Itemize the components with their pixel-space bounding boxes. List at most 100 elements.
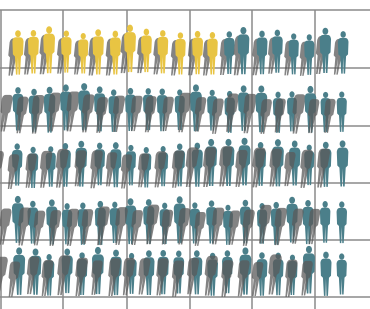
head bbox=[306, 246, 312, 253]
head bbox=[241, 85, 247, 92]
head bbox=[307, 34, 312, 40]
head bbox=[113, 142, 119, 149]
head bbox=[64, 30, 69, 37]
head bbox=[289, 197, 295, 204]
head bbox=[30, 201, 35, 208]
head bbox=[64, 203, 69, 209]
head bbox=[275, 92, 280, 98]
body bbox=[337, 208, 347, 243]
head bbox=[322, 28, 328, 35]
head bbox=[47, 87, 53, 94]
head bbox=[113, 250, 119, 257]
shadow bbox=[218, 260, 234, 297]
head bbox=[144, 29, 150, 36]
head bbox=[323, 92, 328, 98]
head bbox=[208, 139, 214, 146]
head bbox=[225, 139, 231, 146]
head bbox=[275, 30, 280, 37]
head bbox=[176, 250, 181, 257]
head bbox=[95, 29, 101, 36]
shadow bbox=[88, 260, 103, 295]
head bbox=[97, 86, 103, 93]
head bbox=[194, 250, 200, 257]
head bbox=[15, 196, 21, 203]
head bbox=[323, 252, 329, 259]
head bbox=[30, 147, 35, 153]
head bbox=[340, 140, 346, 147]
head bbox=[322, 201, 327, 207]
head bbox=[144, 147, 149, 153]
head bbox=[225, 205, 230, 211]
head bbox=[242, 138, 248, 145]
body bbox=[337, 260, 347, 295]
head bbox=[177, 196, 183, 203]
body bbox=[337, 98, 347, 132]
head bbox=[146, 88, 151, 95]
head bbox=[97, 143, 102, 150]
head bbox=[340, 31, 345, 38]
head bbox=[339, 253, 344, 259]
head bbox=[195, 31, 201, 38]
head bbox=[273, 202, 278, 209]
shadow bbox=[153, 258, 169, 295]
shadow bbox=[72, 258, 89, 296]
head bbox=[210, 90, 215, 96]
head bbox=[80, 203, 85, 210]
head bbox=[240, 27, 246, 34]
head bbox=[307, 86, 313, 93]
head bbox=[305, 200, 311, 207]
page: (() => { const data = JSON.parse(documen… bbox=[0, 0, 370, 309]
head bbox=[323, 142, 329, 149]
head bbox=[128, 88, 133, 95]
head bbox=[81, 83, 87, 90]
head bbox=[193, 84, 199, 91]
head bbox=[63, 84, 69, 91]
head bbox=[339, 92, 344, 98]
head bbox=[111, 89, 116, 96]
head bbox=[160, 88, 165, 95]
head bbox=[259, 252, 265, 259]
head bbox=[46, 254, 51, 260]
head bbox=[63, 143, 69, 150]
figure-row bbox=[0, 246, 347, 297]
head bbox=[16, 247, 22, 254]
body bbox=[337, 148, 349, 187]
head bbox=[14, 143, 19, 150]
body bbox=[320, 208, 330, 243]
people bbox=[0, 25, 349, 297]
head bbox=[15, 87, 21, 94]
head bbox=[292, 141, 298, 148]
head bbox=[146, 250, 152, 257]
head bbox=[31, 30, 37, 37]
head bbox=[209, 200, 215, 207]
figure-row bbox=[0, 138, 348, 189]
head bbox=[225, 250, 230, 257]
head bbox=[339, 201, 344, 207]
shadow bbox=[282, 260, 298, 297]
figure-row bbox=[0, 196, 347, 246]
head bbox=[227, 31, 232, 38]
head bbox=[113, 31, 119, 38]
shadow bbox=[0, 208, 12, 244]
head bbox=[46, 26, 52, 33]
head bbox=[95, 247, 101, 254]
shadow bbox=[71, 150, 87, 186]
head bbox=[49, 199, 55, 206]
head bbox=[64, 249, 70, 256]
head bbox=[242, 247, 248, 254]
head bbox=[160, 30, 166, 37]
head bbox=[33, 248, 39, 255]
head bbox=[192, 202, 197, 208]
head bbox=[291, 33, 296, 39]
head bbox=[289, 91, 294, 97]
shadow bbox=[169, 261, 185, 297]
head bbox=[275, 139, 281, 146]
head bbox=[162, 203, 167, 209]
head bbox=[210, 32, 215, 39]
head bbox=[78, 141, 84, 148]
figure-grid bbox=[0, 0, 370, 309]
head bbox=[258, 85, 264, 92]
head bbox=[112, 202, 117, 208]
head bbox=[178, 32, 183, 39]
body bbox=[320, 259, 331, 296]
